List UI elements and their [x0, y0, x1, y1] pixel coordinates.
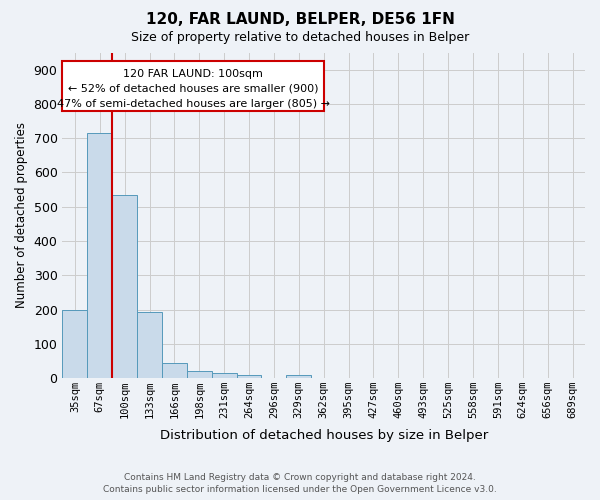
Bar [62, 310, 88, 378]
X-axis label: Distribution of detached houses by size in Belper: Distribution of detached houses by size … [160, 430, 488, 442]
Bar [112, 194, 137, 378]
Bar [88, 133, 112, 378]
Text: ← 52% of detached houses are smaller (900): ← 52% of detached houses are smaller (90… [68, 84, 319, 94]
Bar [137, 312, 162, 378]
Y-axis label: Number of detached properties: Number of detached properties [15, 122, 28, 308]
Text: 120 FAR LAUND: 100sqm: 120 FAR LAUND: 100sqm [123, 69, 263, 79]
Bar [187, 372, 212, 378]
Text: Size of property relative to detached houses in Belper: Size of property relative to detached ho… [131, 31, 469, 44]
Bar [236, 374, 262, 378]
Bar [286, 376, 311, 378]
Bar [212, 374, 236, 378]
FancyBboxPatch shape [62, 61, 324, 111]
Bar [162, 362, 187, 378]
Text: 47% of semi-detached houses are larger (805) →: 47% of semi-detached houses are larger (… [56, 99, 329, 109]
Text: Contains HM Land Registry data © Crown copyright and database right 2024.
Contai: Contains HM Land Registry data © Crown c… [103, 472, 497, 494]
Text: 120, FAR LAUND, BELPER, DE56 1FN: 120, FAR LAUND, BELPER, DE56 1FN [146, 12, 454, 28]
